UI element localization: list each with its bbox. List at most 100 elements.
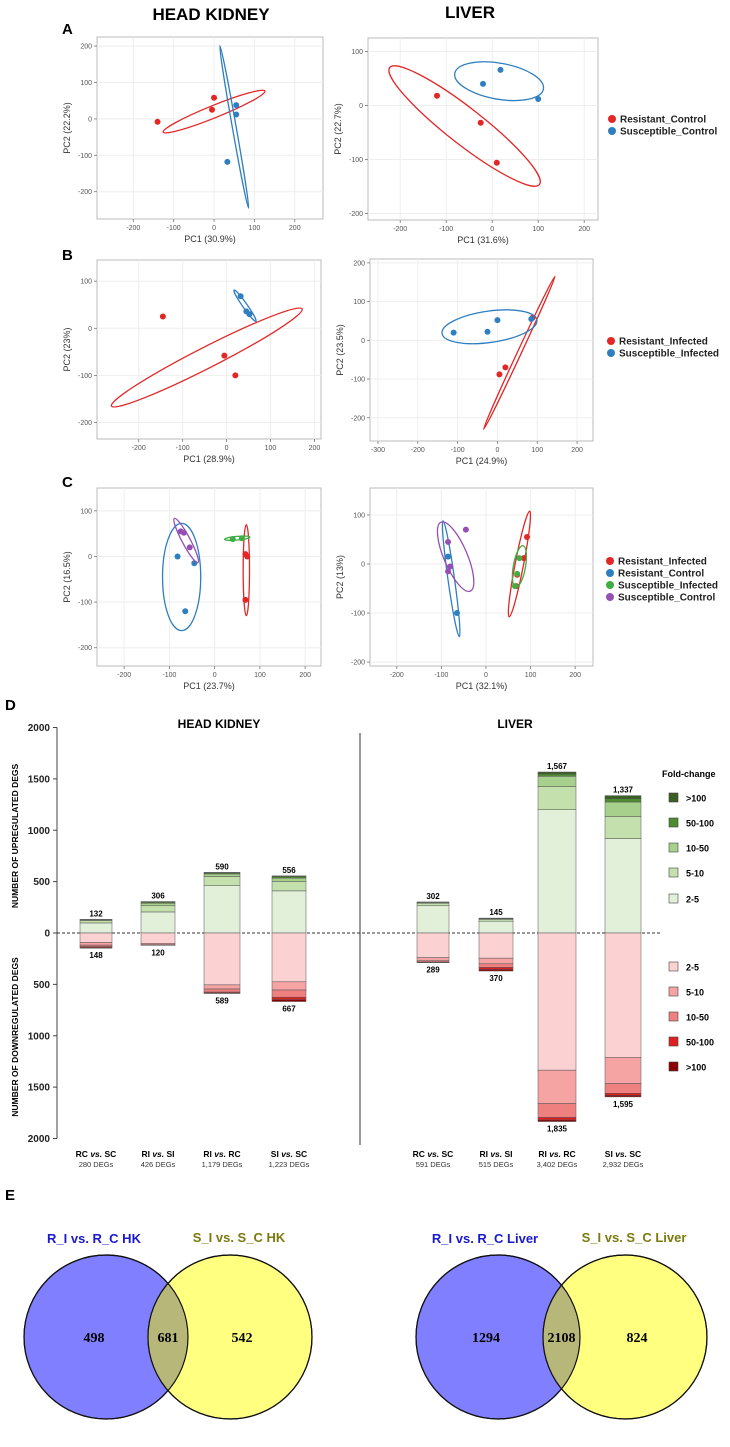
confidence-ellipse bbox=[161, 522, 202, 632]
legend-label-down: 2-5 bbox=[686, 963, 699, 973]
bar-deg-count: 2,932 DEGs bbox=[603, 1160, 644, 1169]
bar-total-up: 132 bbox=[89, 909, 103, 918]
data-point bbox=[453, 610, 460, 617]
bar-segment-down bbox=[271, 996, 307, 1000]
legend-swatch-up bbox=[668, 817, 679, 828]
data-point bbox=[244, 553, 251, 560]
bar-segment-down bbox=[604, 1057, 642, 1084]
data-point bbox=[445, 538, 452, 545]
data-point bbox=[511, 583, 518, 590]
bar-segment-down bbox=[203, 932, 241, 986]
bar-total-down: 1,595 bbox=[613, 1100, 634, 1109]
bar-segment-down bbox=[537, 1069, 577, 1104]
y-axis-label: PC2 (13%) bbox=[335, 555, 345, 599]
bar-category-label: RI vs. RC bbox=[203, 1149, 240, 1159]
data-point bbox=[445, 568, 452, 575]
category-first: RI bbox=[538, 1149, 547, 1159]
bar-segment-up bbox=[140, 902, 176, 907]
data-point bbox=[211, 94, 218, 101]
data-point bbox=[528, 316, 535, 323]
x-tick-label: 0 bbox=[213, 672, 217, 679]
x-tick-label: 200 bbox=[289, 225, 301, 232]
venn-count-left-only: 1294 bbox=[472, 1331, 500, 1346]
x-tick-label: -100 bbox=[439, 226, 453, 233]
panel-letter-c: C bbox=[62, 474, 73, 491]
bar-category-label: RI vs. SI bbox=[479, 1149, 512, 1159]
plot-frame bbox=[369, 258, 594, 442]
bar-segment-up bbox=[604, 801, 642, 817]
panel-letter-d: D bbox=[5, 697, 16, 714]
category-vs: vs. bbox=[212, 1149, 229, 1159]
confidence-ellipse bbox=[507, 510, 532, 618]
legend-swatch bbox=[607, 337, 615, 345]
bar-segment-up bbox=[604, 798, 642, 803]
y-tick-label: 100 bbox=[80, 80, 92, 87]
venn-count-overlap: 681 bbox=[158, 1331, 179, 1346]
bar-segment-down bbox=[416, 957, 450, 961]
data-point bbox=[237, 293, 244, 300]
y-tick-label: 0 bbox=[88, 116, 92, 123]
plot-frame bbox=[96, 487, 322, 667]
data-point bbox=[238, 535, 245, 542]
legend-swatch bbox=[606, 569, 614, 577]
data-point bbox=[497, 66, 504, 73]
y-tick-label: 100 bbox=[353, 299, 365, 306]
legend-swatch bbox=[606, 593, 614, 601]
data-point bbox=[180, 529, 187, 536]
category-first: RC bbox=[413, 1149, 425, 1159]
data-point bbox=[221, 352, 228, 359]
bar-segment-down bbox=[416, 932, 450, 958]
x-axis-label: PC1 (30.9%) bbox=[184, 234, 236, 244]
category-second: SC bbox=[629, 1149, 641, 1159]
y-tick-label: 200 bbox=[80, 44, 92, 51]
y-tick-label: 0 bbox=[361, 338, 365, 345]
venn-label-right: S_I vs. S_C HK bbox=[193, 1230, 286, 1245]
data-point bbox=[159, 313, 166, 320]
y-tick-label: 2000 bbox=[28, 1134, 51, 1145]
x-tick-label: -200 bbox=[117, 672, 131, 679]
category-second: SC bbox=[105, 1149, 117, 1159]
bar-total-down: 120 bbox=[151, 948, 165, 957]
bar-deg-count: 1,223 DEGs bbox=[269, 1160, 310, 1169]
data-point bbox=[523, 534, 530, 541]
bar-total-down: 1,835 bbox=[547, 1125, 568, 1134]
data-point bbox=[434, 92, 440, 99]
bar-deg-count: 515 DEGs bbox=[479, 1160, 514, 1169]
bar-segment-up bbox=[271, 877, 307, 882]
bar-category-label: RC vs. SC bbox=[76, 1149, 117, 1159]
data-point bbox=[477, 119, 484, 126]
bar-segment-up bbox=[140, 901, 176, 903]
y-axis-label: PC2 (23%) bbox=[62, 327, 72, 371]
bar-segment-up bbox=[604, 838, 642, 934]
category-first: SI bbox=[605, 1149, 613, 1159]
x-tick-label: -100 bbox=[162, 672, 176, 679]
x-tick-label: 100 bbox=[531, 447, 543, 454]
y-tick-label: 0 bbox=[359, 103, 363, 110]
bar-deg-count: 426 DEGs bbox=[141, 1160, 176, 1169]
bar-segment-down bbox=[478, 957, 514, 965]
x-tick-label: 0 bbox=[484, 672, 488, 679]
bar-segment-down bbox=[140, 932, 176, 944]
data-point bbox=[484, 328, 491, 335]
x-tick-label: -100 bbox=[167, 225, 181, 232]
venn-diagrams: R_I vs. R_C HK S_I vs. S_C HK 498 681 542 R_I… bbox=[23, 1230, 708, 1420]
bar-segment-down bbox=[537, 932, 577, 1071]
bar-segment-down bbox=[604, 1093, 642, 1096]
bar-segment-down bbox=[203, 984, 241, 990]
y-tick-label: 1000 bbox=[28, 1031, 51, 1042]
bar-segment-up bbox=[537, 773, 577, 777]
x-tick-label: -200 bbox=[132, 445, 146, 452]
deg-bar-chart: 2000 1500 1000 500 0 500 1000 1500 2000 HEAD KIDN… bbox=[10, 717, 716, 1169]
y-tick-label: 100 bbox=[80, 279, 92, 286]
y-tick-label: 2000 bbox=[28, 723, 51, 734]
y-tick-label: -100 bbox=[351, 611, 365, 618]
bar-segment-down bbox=[271, 989, 307, 998]
category-second: RC bbox=[228, 1149, 240, 1159]
data-point bbox=[224, 158, 231, 165]
data-point bbox=[516, 555, 523, 562]
y-tick-label: -100 bbox=[78, 600, 92, 607]
category-second: RC bbox=[563, 1149, 575, 1159]
category-vs: vs. bbox=[613, 1149, 630, 1159]
y-axis-label: PC2 (22.7%) bbox=[333, 103, 343, 155]
